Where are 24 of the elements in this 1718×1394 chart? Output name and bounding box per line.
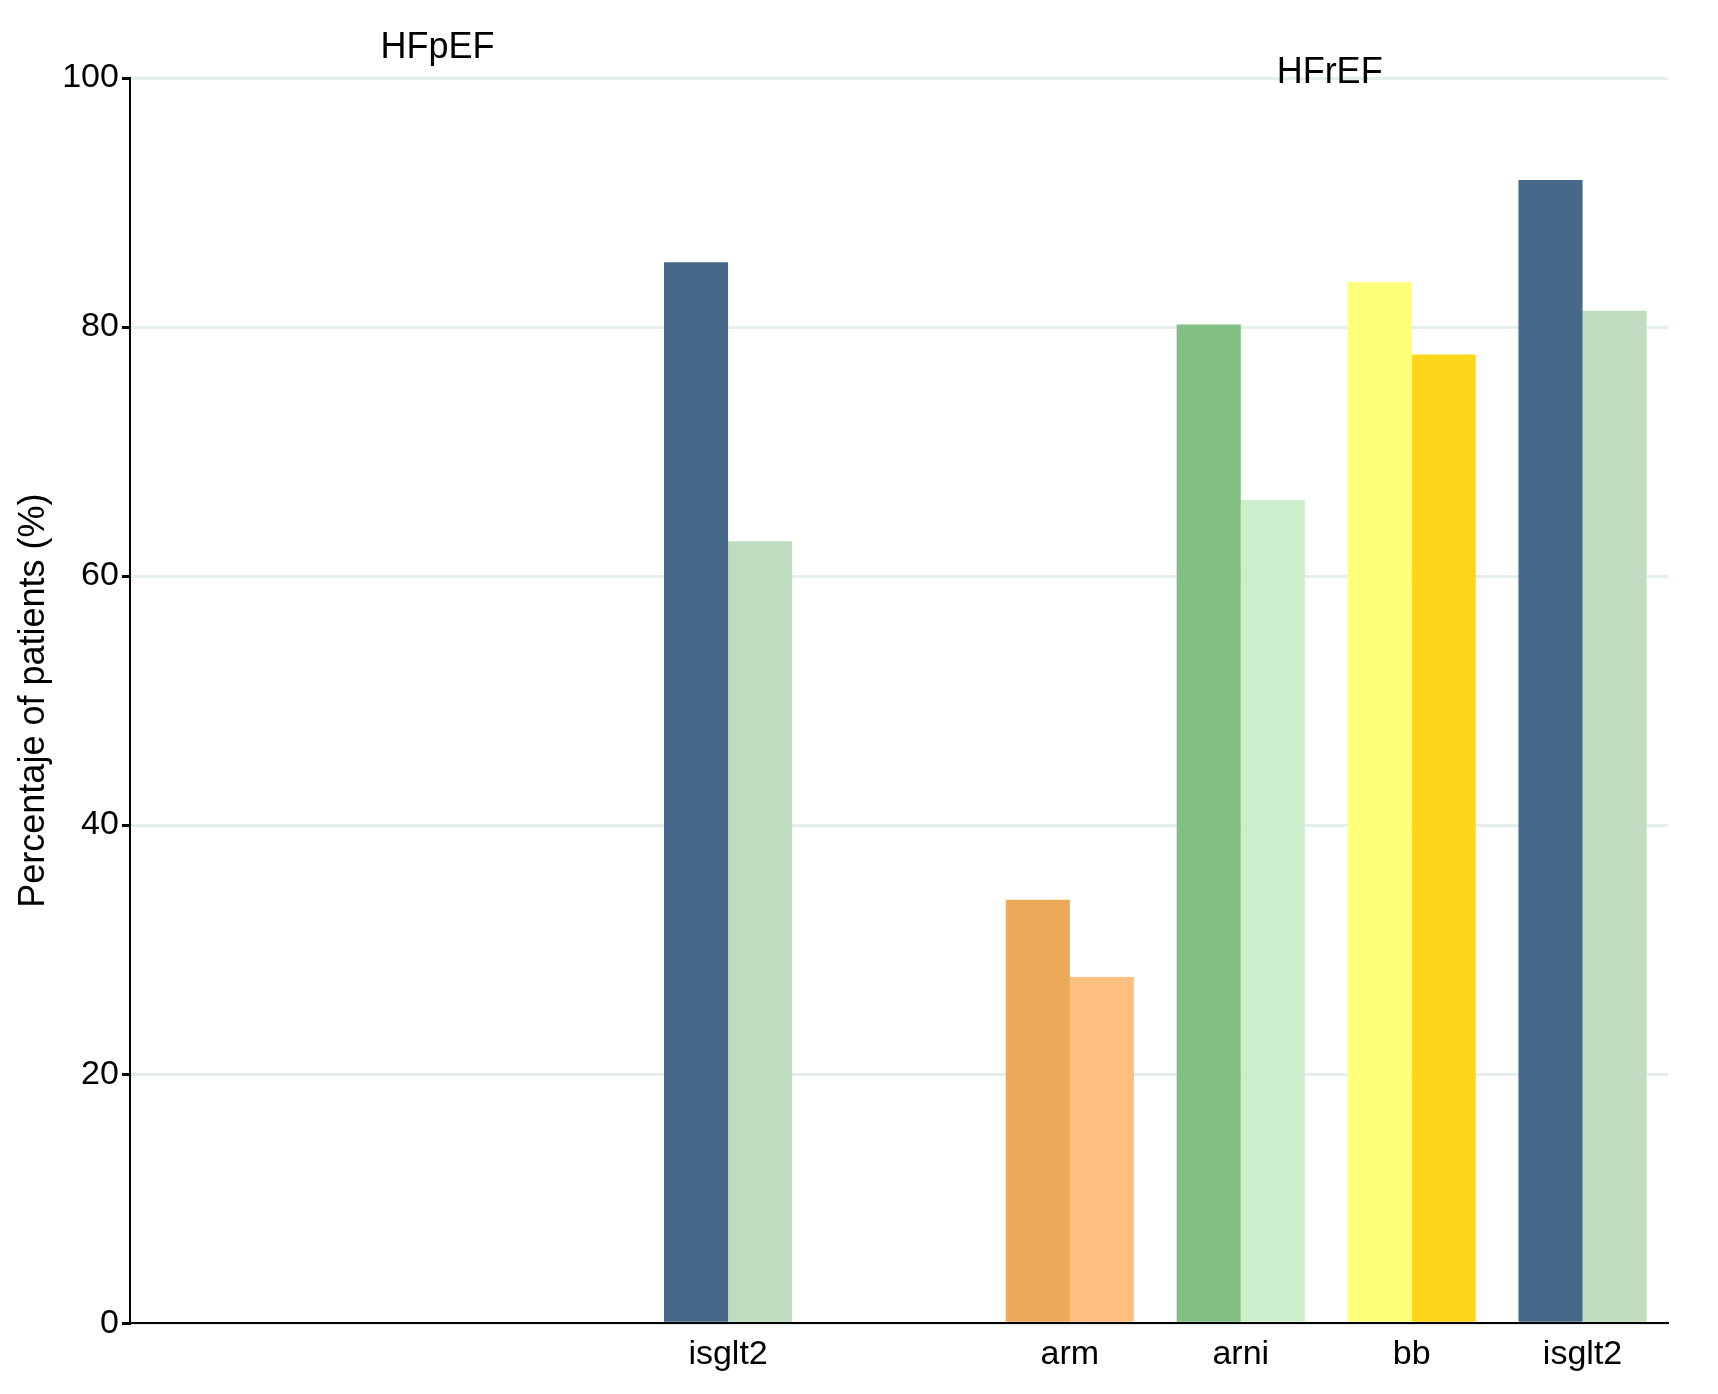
- y-tick-label: 40: [81, 803, 119, 842]
- y-tick-label: 80: [81, 305, 119, 344]
- y-tick-label: 100: [62, 56, 119, 95]
- bar: [1176, 324, 1241, 1322]
- x-tick-label: isglt2: [688, 1332, 768, 1371]
- y-tick-label: 60: [81, 554, 119, 593]
- y-tick-label: 0: [100, 1301, 119, 1340]
- x-tick-label: arni: [1212, 1332, 1270, 1371]
- bar: [1582, 310, 1647, 1322]
- bar: [1240, 500, 1305, 1322]
- annotation: HFrEF: [1276, 50, 1383, 91]
- text: HFpEF: [380, 25, 495, 66]
- bar: [1069, 977, 1134, 1322]
- y-axis-title: Percentaje of patients (%): [10, 493, 52, 908]
- x-tick-label: isglt2: [1542, 1332, 1623, 1371]
- bar: [1518, 180, 1583, 1322]
- y-tick-label: 20: [81, 1052, 119, 1091]
- bar: [728, 541, 793, 1322]
- bar: [663, 262, 729, 1322]
- x-tick-label: arm: [1040, 1332, 1100, 1371]
- bar: [1005, 899, 1070, 1322]
- bar: [1347, 282, 1412, 1322]
- bar: [1411, 354, 1476, 1322]
- x-tick-label: bb: [1392, 1332, 1431, 1371]
